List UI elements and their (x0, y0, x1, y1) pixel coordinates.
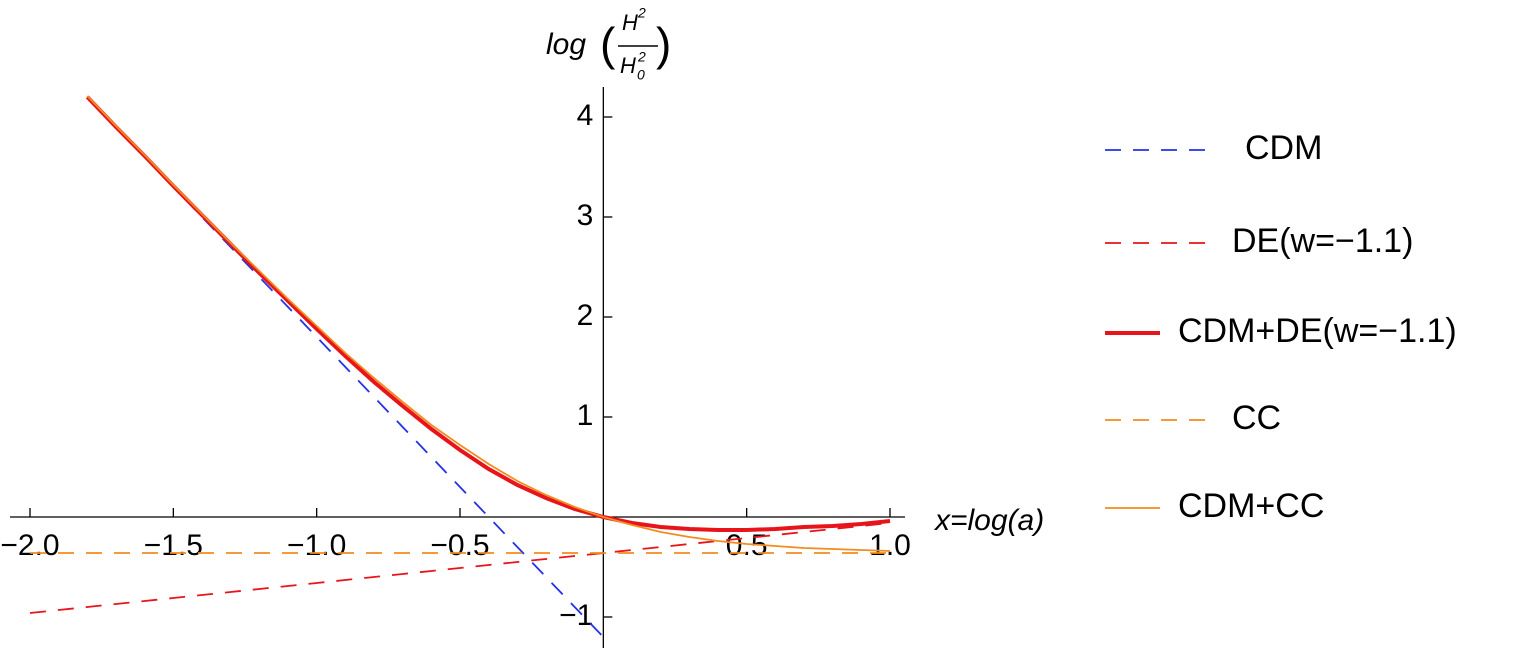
x-tick-label: −1.5 (144, 529, 203, 562)
legend-label: CDM (1245, 129, 1322, 167)
x-tick-label: −2.0 (0, 529, 59, 562)
y-label-num-sup: 2 (637, 5, 646, 21)
legend-label: CC (1232, 399, 1281, 437)
y-label-den: H (620, 53, 636, 78)
y-tick-label: 2 (577, 299, 594, 332)
paren: ( (600, 18, 616, 70)
x-tick-label: −1.0 (287, 529, 346, 562)
y-label-den-sup: 2 (637, 49, 646, 65)
series-line (86, 95, 891, 552)
y-axis-label: log ( H 2 H 2 0 ) (546, 5, 671, 83)
paren: ) (656, 18, 671, 70)
y-tick-label: 3 (577, 199, 594, 232)
legend-label: CDM+DE(w=−1.1) (1178, 312, 1457, 350)
y-label-den-sub: 0 (637, 67, 645, 83)
y-label-func: log (546, 28, 586, 61)
x-tick-label: −0.5 (430, 529, 489, 562)
y-tick-label: 4 (577, 99, 594, 132)
y-tick-label: 1 (577, 399, 594, 432)
series-line (85, 95, 891, 532)
y-tick-label: −1 (559, 599, 593, 632)
legend-label: CDM+CC (1178, 487, 1324, 525)
y-label-num: H (622, 10, 638, 35)
x-tick-label: 1.0 (869, 529, 911, 562)
series-line (29, 522, 891, 614)
x-axis-label: x=log(a) (933, 504, 1044, 537)
legend-label: DE(w=−1.1) (1232, 222, 1413, 260)
plot-area (29, 95, 891, 638)
